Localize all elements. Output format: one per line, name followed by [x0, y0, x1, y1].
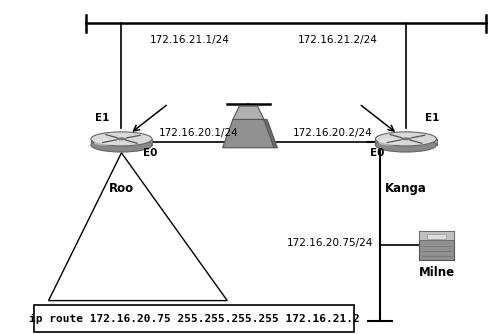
Text: E1: E1 — [424, 113, 439, 123]
Text: Milne: Milne — [418, 266, 454, 279]
FancyBboxPatch shape — [34, 305, 354, 332]
Polygon shape — [91, 139, 152, 145]
Text: 172.16.21.1/24: 172.16.21.1/24 — [150, 35, 230, 45]
Polygon shape — [233, 106, 264, 120]
Text: 172.16.20.2/24: 172.16.20.2/24 — [294, 128, 373, 138]
Ellipse shape — [378, 138, 400, 146]
Text: E0: E0 — [370, 148, 385, 158]
Text: Roo: Roo — [109, 182, 134, 195]
Text: 172.16.20.75/24: 172.16.20.75/24 — [286, 238, 373, 248]
Ellipse shape — [91, 138, 152, 152]
Ellipse shape — [376, 138, 436, 152]
Text: 172.16.20.1/24: 172.16.20.1/24 — [159, 128, 239, 138]
FancyBboxPatch shape — [418, 231, 454, 260]
Ellipse shape — [402, 138, 410, 140]
Ellipse shape — [117, 138, 126, 140]
Polygon shape — [264, 120, 278, 148]
FancyBboxPatch shape — [426, 234, 446, 238]
Text: ip route 172.16.20.75 255.255.255.255 172.16.21.2: ip route 172.16.20.75 255.255.255.255 17… — [29, 314, 359, 324]
Ellipse shape — [94, 138, 115, 146]
Text: E1: E1 — [96, 113, 110, 123]
FancyBboxPatch shape — [418, 231, 454, 240]
Text: E0: E0 — [142, 148, 157, 158]
Polygon shape — [376, 139, 436, 145]
Text: 172.16.21.2/24: 172.16.21.2/24 — [298, 35, 378, 45]
Polygon shape — [222, 120, 274, 148]
Ellipse shape — [91, 132, 152, 146]
Text: Kanga: Kanga — [385, 182, 427, 195]
Ellipse shape — [376, 132, 436, 146]
